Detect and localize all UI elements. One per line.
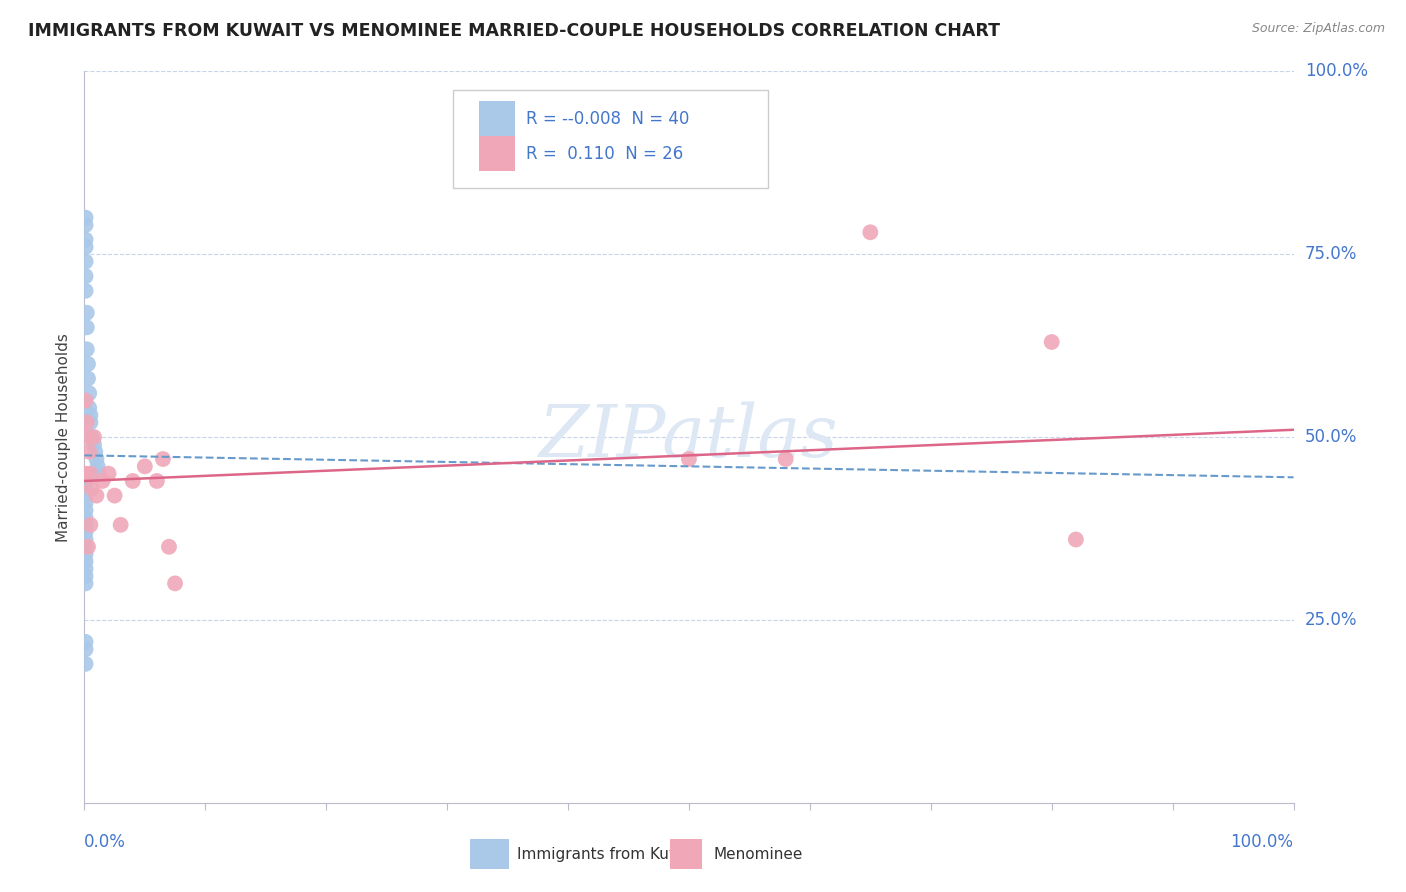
FancyBboxPatch shape (478, 102, 515, 136)
Point (165, 576, 187, 591)
Point (77, 401, 100, 415)
Point (775, 452, 797, 467)
Point (75, 218, 97, 232)
Text: Source: ZipAtlas.com: Source: ZipAtlas.com (1251, 22, 1385, 36)
Point (859, 225, 882, 239)
FancyBboxPatch shape (470, 838, 509, 870)
Point (75, 517, 97, 532)
Point (75, 254, 97, 268)
Point (79, 517, 101, 532)
Point (97, 467, 120, 481)
Point (77, 430, 100, 444)
Text: Menominee: Menominee (713, 847, 803, 862)
Point (87, 467, 110, 481)
Text: R =  0.110  N = 26: R = 0.110 N = 26 (526, 145, 683, 163)
Point (91, 474, 114, 488)
Text: 100.0%: 100.0% (1305, 62, 1368, 80)
Point (134, 459, 156, 474)
Point (77, 540, 100, 554)
Point (75, 233, 97, 247)
Point (75, 467, 97, 481)
Point (75, 540, 97, 554)
Point (75, 525, 97, 540)
Point (75, 562, 97, 576)
Point (75, 240, 97, 254)
Point (86, 489, 108, 503)
Point (79, 467, 101, 481)
Point (75, 547, 97, 561)
Point (157, 540, 180, 554)
Point (678, 452, 700, 467)
Point (75, 474, 97, 488)
Point (83, 430, 105, 444)
Point (75, 489, 97, 503)
Y-axis label: Married-couple Households: Married-couple Households (56, 333, 72, 541)
Point (75, 393, 97, 408)
Point (83, 437, 105, 451)
Text: 75.0%: 75.0% (1305, 245, 1357, 263)
Point (76, 320, 98, 334)
Point (75, 269, 97, 284)
Point (75, 657, 97, 671)
Point (75, 635, 97, 649)
Point (84, 444, 107, 458)
Point (79, 408, 101, 422)
Point (104, 489, 127, 503)
Point (75, 510, 97, 524)
Point (1064, 533, 1087, 547)
Text: 0.0%: 0.0% (84, 833, 127, 851)
Text: ZIPatlas: ZIPatlas (538, 401, 839, 473)
Point (77, 371, 100, 385)
FancyBboxPatch shape (478, 136, 515, 171)
Point (75, 569, 97, 583)
Point (75, 503, 97, 517)
Point (75, 284, 97, 298)
Point (86, 459, 108, 474)
Point (75, 533, 97, 547)
Point (75, 554, 97, 568)
Point (76, 343, 98, 357)
Point (76, 306, 98, 320)
Point (1040, 334, 1063, 349)
Point (77, 386, 100, 401)
Point (76, 416, 98, 430)
Point (86, 452, 108, 467)
Text: Immigrants from Kuwait: Immigrants from Kuwait (517, 847, 702, 862)
Point (75, 576, 97, 591)
Point (75, 642, 97, 657)
Point (80, 430, 103, 444)
Text: 50.0%: 50.0% (1305, 428, 1357, 446)
Point (121, 474, 143, 488)
Text: 25.0%: 25.0% (1305, 611, 1357, 629)
Point (152, 452, 174, 467)
Point (75, 211, 97, 225)
Point (79, 416, 101, 430)
FancyBboxPatch shape (669, 838, 702, 870)
Point (80, 481, 103, 495)
Point (75, 481, 97, 495)
Point (110, 517, 132, 532)
Text: 100.0%: 100.0% (1230, 833, 1294, 851)
FancyBboxPatch shape (453, 90, 768, 188)
Point (77, 357, 100, 371)
Text: IMMIGRANTS FROM KUWAIT VS MENOMINEE MARRIED-COUPLE HOUSEHOLDS CORRELATION CHART: IMMIGRANTS FROM KUWAIT VS MENOMINEE MARR… (28, 22, 1000, 40)
Text: R = --0.008  N = 40: R = --0.008 N = 40 (526, 110, 689, 128)
Point (146, 474, 169, 488)
Point (75, 496, 97, 510)
Point (77, 444, 100, 458)
